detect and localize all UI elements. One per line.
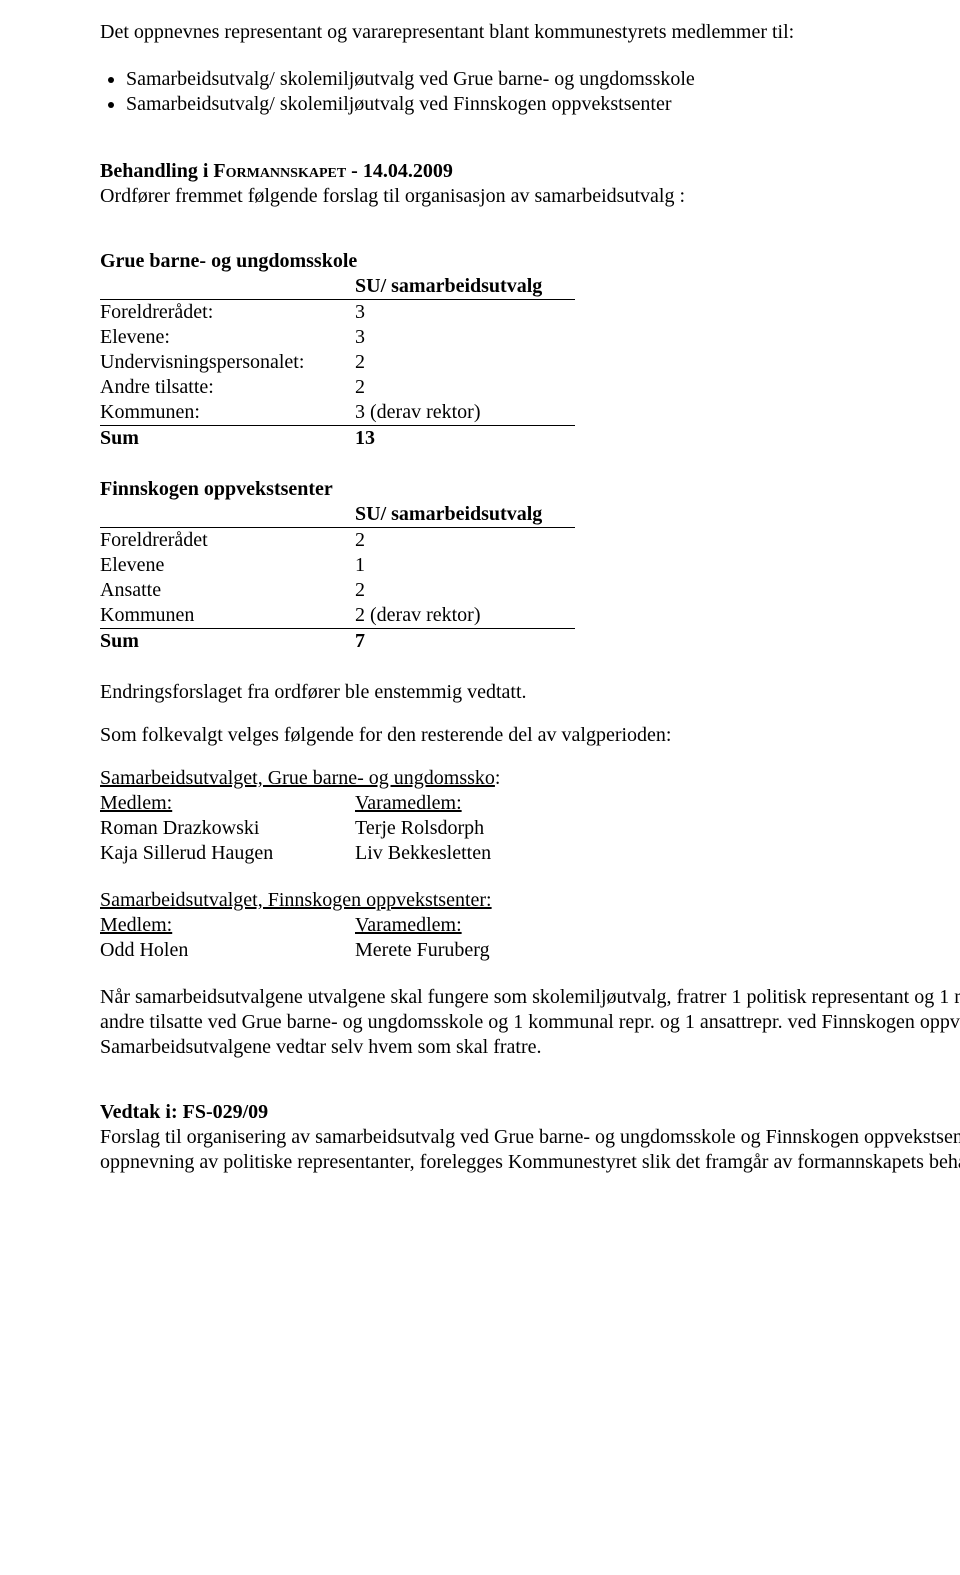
grue-row-0-label: Foreldrerådet: (100, 300, 355, 326)
samarb-finn-title: Samarbeidsutvalget, Finnskogen oppveksts… (100, 888, 960, 913)
samarb-finn-varamedlem: Varamedlem: (355, 913, 462, 938)
samarb-finn-medlem: Medlem: (100, 913, 355, 938)
grue-row-2-label: Undervisningspersonalet: (100, 350, 355, 375)
samarb-grue-title-line: Samarbeidsutvalget, Grue barne- og ungdo… (100, 766, 960, 791)
finnskogen-table: SU/ samarbeidsutvalg Foreldrerådet2 Elev… (100, 502, 575, 654)
samarb-finn-row-0-m: Odd Holen (100, 938, 355, 963)
grue-sum-label: Sum (100, 426, 355, 452)
closing-p2: Samarbeidsutvalgene vedtar selv hvem som… (100, 1035, 960, 1060)
grue-row-1-label: Elevene: (100, 325, 355, 350)
grue-su-header: SU/ samarbeidsutvalg (355, 274, 575, 300)
samarb-grue-row-1-m: Kaja Sillerud Haugen (100, 841, 355, 866)
samarb-finn-row-0-v: Merete Furuberg (355, 938, 490, 963)
finn-row-3-value: 2 (derav rektor) (355, 603, 575, 629)
samarb-grue-row-0: Roman Drazkowski Terje Rolsdorph (100, 816, 960, 841)
grue-row-3-label: Andre tilsatte: (100, 375, 355, 400)
samarb-grue-row-1-v: Liv Bekkesletten (355, 841, 491, 866)
behandling-prefix: Behandling i F (100, 160, 226, 182)
samarb-finn-row-0: Odd Holen Merete Furuberg (100, 938, 960, 963)
behandling-suffix: - 14.04.2009 (346, 160, 453, 182)
grue-sum-value: 13 (355, 426, 575, 452)
samarb-grue-row-1: Kaja Sillerud Haugen Liv Bekkesletten (100, 841, 960, 866)
finn-row-1-label: Elevene (100, 553, 355, 578)
samarb-grue-medlem: Medlem: (100, 791, 355, 816)
intro-bullet-2: Samarbeidsutvalg/ skolemiljøutvalg ved F… (126, 92, 960, 117)
grue-row-3-value: 2 (355, 375, 575, 400)
grue-row-4-label: Kommunen: (100, 400, 355, 426)
finn-row-1-value: 1 (355, 553, 575, 578)
finn-sum-value: 7 (355, 629, 575, 655)
finnskogen-title: Finnskogen oppvekstsenter (100, 477, 960, 502)
grue-row-1-value: 3 (355, 325, 575, 350)
finn-su-header: SU/ samarbeidsutvalg (355, 502, 575, 528)
samarb-grue-row-0-m: Roman Drazkowski (100, 816, 355, 841)
behandling-header: Behandling i Formannskapet - 14.04.2009 (100, 159, 960, 184)
finn-row-0-value: 2 (355, 528, 575, 554)
grue-row-0-value: 3 (355, 300, 575, 326)
intro-heading: Det oppnevnes representant og vararepres… (100, 20, 960, 45)
intro-bullets: Samarbeidsutvalg/ skolemiljøutvalg ved G… (100, 67, 960, 117)
samarb-grue-header: Medlem: Varamedlem: (100, 791, 960, 816)
samarb-grue-row-0-v: Terje Rolsdorph (355, 816, 484, 841)
vedtak-title: Vedtak i: FS-029/09 (100, 1100, 960, 1125)
grue-title: Grue barne- og ungdomsskole (100, 249, 960, 274)
samarb-grue-varamedlem: Varamedlem: (355, 791, 462, 816)
finn-row-2-label: Ansatte (100, 578, 355, 603)
finn-row-3-label: Kommunen (100, 603, 355, 629)
grue-table: SU/ samarbeidsutvalg Foreldrerådet:3 Ele… (100, 274, 575, 451)
samarb-finn-header: Medlem: Varamedlem: (100, 913, 960, 938)
vedtak-body: Forslag til organisering av samarbeidsut… (100, 1125, 960, 1175)
finn-row-0-label: Foreldrerådet (100, 528, 355, 554)
samarb-grue-title: Samarbeidsutvalget, Grue barne- og ungdo… (100, 767, 495, 789)
grue-row-2-value: 2 (355, 350, 575, 375)
finn-row-2-value: 2 (355, 578, 575, 603)
behandling-line2: Ordfører fremmet følgende forslag til or… (100, 184, 960, 209)
finn-sum-label: Sum (100, 629, 355, 655)
endring-text: Endringsforslaget fra ordfører ble enste… (100, 680, 960, 705)
behandling-sc: ormannskapet (226, 160, 347, 182)
intro-bullet-1: Samarbeidsutvalg/ skolemiljøutvalg ved G… (126, 67, 960, 92)
samarb-grue-colon: : (495, 767, 501, 789)
grue-row-4-value: 3 (derav rektor) (355, 400, 575, 426)
closing-p1: Når samarbeidsutvalgene utvalgene skal f… (100, 985, 960, 1035)
folkevalgt-text: Som folkevalgt velges følgende for den r… (100, 723, 960, 748)
